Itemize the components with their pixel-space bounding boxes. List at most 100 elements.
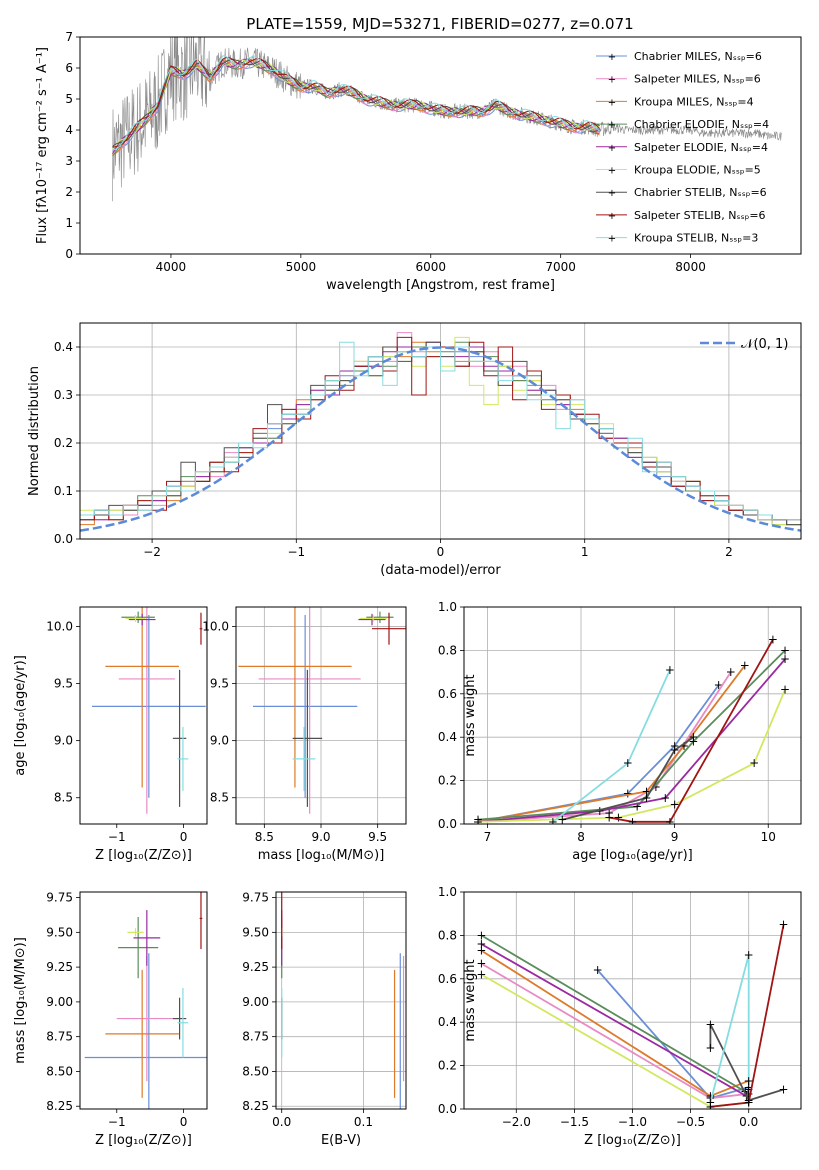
mass-weight-marker: + <box>705 1091 715 1105</box>
x-axis-label: age [log₁₀(age/yr)] <box>572 848 693 863</box>
y-tick-label: 0.4 <box>54 340 73 354</box>
mass-weight-marker: + <box>768 633 778 647</box>
x-tick-label: 0 <box>437 545 445 559</box>
y-tick-label: 0.4 <box>438 1015 457 1029</box>
y-tick-label: 0.0 <box>54 532 73 546</box>
error-bar-point <box>121 611 155 623</box>
axes-frame <box>463 606 802 825</box>
mass-weight-line <box>477 649 786 821</box>
x-tick-label: 0 <box>180 830 188 844</box>
error-bar-point <box>238 607 352 788</box>
mass-weight-marker: + <box>740 659 750 673</box>
y-tick-label: 0.6 <box>438 687 457 701</box>
x-tick-label: −1.5 <box>560 1115 589 1129</box>
y-tick-label: 0.2 <box>438 1059 457 1073</box>
x-tick-label: −1.0 <box>618 1115 647 1129</box>
mass-weight-marker: + <box>679 739 689 753</box>
mass-weight-marker: + <box>744 1087 754 1101</box>
y-tick-label: 0.0 <box>438 817 457 831</box>
error-bar-point <box>258 607 361 814</box>
error-bar-point <box>372 612 406 645</box>
mass-weight-vs-metallicity-panel: −2.0 −1.5 −1.0 −0.5 0.0 0.0 0.2 0.4 0.6 0.8 1.0 Z [… <box>438 885 802 1148</box>
y-axis-label: mass weight <box>463 959 478 1041</box>
axes-frame <box>79 606 208 825</box>
error-bar-point <box>118 607 175 814</box>
mass-weight-marker: + <box>688 735 698 749</box>
mass-weight-line <box>477 671 732 823</box>
axes-frame <box>275 891 407 1110</box>
mass-weight-marker: + <box>705 1089 715 1103</box>
y-tick-label: 0.6 <box>438 972 457 986</box>
y-tick-label: 8.50 <box>46 1064 73 1078</box>
y-tick-label: 1.0 <box>438 885 457 899</box>
mass-weight-line <box>477 665 746 823</box>
axes-frame <box>79 36 802 255</box>
x-tick-label: 4000 <box>156 260 187 274</box>
model-spectrum-line <box>112 55 600 151</box>
mass-weight-marker: + <box>473 815 483 829</box>
x-tick-label: 2 <box>725 545 733 559</box>
mass-weight-marker: + <box>473 815 483 829</box>
y-tick-label: 1.0 <box>438 600 457 614</box>
mass-weight-marker: + <box>670 739 680 753</box>
axes-frame <box>79 322 802 540</box>
mass-weight-marker: + <box>705 1017 715 1031</box>
y-tick-label: 0.0 <box>438 1102 457 1116</box>
error-bar-point <box>84 953 207 1109</box>
legend-marker: + <box>608 166 616 177</box>
legend-label: Salpeter MILES, Nₛₛₚ=6 <box>634 73 761 86</box>
model-spectrum-line <box>112 58 600 155</box>
y-tick-label: 8.25 <box>242 1099 269 1113</box>
mass-weight-line <box>477 689 786 823</box>
mass-weight-marker: + <box>705 1095 715 1109</box>
mass-weight-marker: + <box>670 797 680 811</box>
mass-weight-marker: + <box>779 1082 789 1096</box>
mass-weight-marker: + <box>749 756 759 770</box>
error-bar-point <box>172 997 187 1040</box>
mass-weight-marker: + <box>660 791 670 805</box>
x-axis-label: E(B-V) <box>321 1133 361 1148</box>
axes-frame <box>235 606 407 825</box>
mass-weight-marker: + <box>476 944 486 958</box>
y-axis-label: Normed distribution <box>27 366 42 496</box>
error-bar-point <box>292 669 323 807</box>
mass-weight-marker: + <box>476 957 486 971</box>
mass-weight-line <box>552 669 671 823</box>
y-tick-label: 5 <box>65 92 73 106</box>
mass-weight-marker: + <box>665 663 675 677</box>
mass-weight-marker: + <box>705 1041 715 1055</box>
legend-label: Chabrier STELIB, Nₛₛₚ=6 <box>634 186 767 199</box>
mass-weight-marker: + <box>651 780 661 794</box>
mass-weight-marker: + <box>476 967 486 981</box>
y-tick-label: 6 <box>65 61 73 75</box>
model-spectrum-line <box>112 58 600 148</box>
y-tick-label: 0.1 <box>54 484 73 498</box>
mass-weight-marker: + <box>604 810 614 824</box>
legend-marker: + <box>608 188 616 199</box>
mass-vs-extinction-panel: 0.0 0.1 8.25 8.50 8.75 9.00 9.25 9.50 9.75 E(B-V) <box>242 891 407 1148</box>
y-tick-label: 1 <box>65 216 73 230</box>
legend-marker: + <box>608 143 616 154</box>
y-tick-label: 3 <box>65 154 73 168</box>
x-tick-label: −2 <box>143 545 161 559</box>
x-tick-label: 0 <box>180 1115 188 1129</box>
x-tick-label: −0.5 <box>676 1115 705 1129</box>
mass-weight-marker: + <box>744 1080 754 1094</box>
mass-weight-marker: + <box>780 682 790 696</box>
x-tick-label: 1 <box>581 545 589 559</box>
x-tick-label: −1 <box>287 545 305 559</box>
spectrum-panel: 4000 5000 6000 7000 8000 0 1 2 3 4 5 6 7 wavelength [… <box>35 30 802 293</box>
y-tick-label: 9.75 <box>242 891 269 905</box>
x-tick-label: 9.5 <box>368 830 387 844</box>
mass-weight-marker: + <box>623 756 633 770</box>
x-axis-label: Z [log₁₀(Z/Z⊙)] <box>95 848 192 863</box>
error-bar-point <box>358 613 386 626</box>
mass-weight-marker: + <box>593 963 603 977</box>
mass-weight-line <box>480 962 749 1100</box>
mass-weight-marker: + <box>705 1100 715 1114</box>
y-tick-label: 9.00 <box>46 995 73 1009</box>
x-tick-label: 0.1 <box>354 1115 373 1129</box>
mass-weight-marker: + <box>688 730 698 744</box>
y-tick-label: 8.5 <box>54 791 73 805</box>
